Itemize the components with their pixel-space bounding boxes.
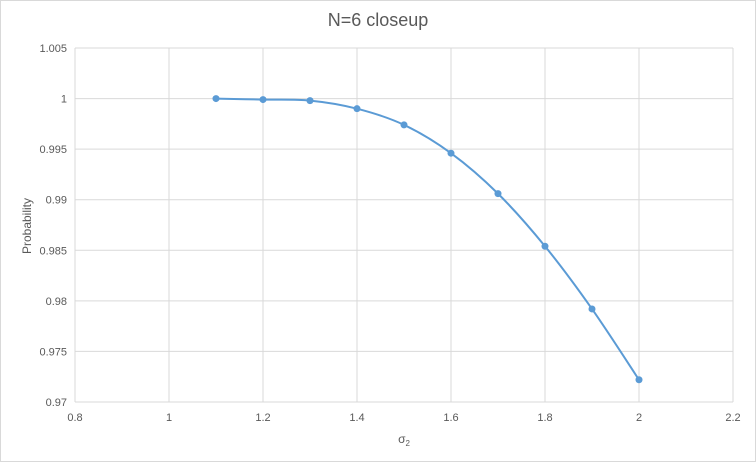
x-axis-title-symbol: σ	[398, 432, 406, 446]
x-tick-label: 1.2	[255, 412, 270, 424]
data-point	[541, 242, 549, 250]
x-tick-label: 1.8	[537, 412, 552, 424]
y-tick-labels: 0.97 0.975 0.98 0.985 0.99 0.995 1 1.005	[39, 43, 67, 409]
x-tick-label: 1.6	[443, 412, 458, 424]
data-point	[494, 190, 502, 198]
series-line	[215, 97, 640, 381]
y-tick-label: 0.975	[39, 346, 67, 358]
series-points	[212, 95, 643, 384]
data-point	[212, 95, 220, 103]
data-point	[259, 96, 267, 104]
x-tick-label: 2	[636, 412, 642, 424]
x-tick-labels: 0.8 1 1.2 1.4 1.6 1.8 2 2.2	[67, 412, 740, 424]
y-tick-label: 0.995	[39, 144, 67, 156]
data-point	[353, 105, 361, 113]
y-tick-label: 1.005	[39, 43, 67, 55]
gridlines	[74, 47, 734, 403]
data-point	[635, 376, 643, 384]
data-point	[447, 149, 455, 157]
x-tick-label: 0.8	[67, 412, 82, 424]
x-tick-label: 2.2	[725, 412, 740, 424]
y-tick-label: 1	[61, 94, 67, 106]
data-point	[306, 97, 314, 105]
y-tick-label: 0.98	[46, 296, 67, 308]
data-point	[400, 121, 408, 129]
chart-title: N=6 closeup	[327, 10, 429, 30]
y-axis-title: Probability	[20, 198, 34, 254]
y-tick-label: 0.97	[46, 397, 67, 409]
y-tick-label: 0.985	[39, 245, 67, 257]
x-axis-title: σ2	[398, 432, 410, 448]
x-tick-label: 1.4	[349, 412, 364, 424]
y-tick-label: 0.99	[46, 195, 67, 207]
x-tick-label: 1	[166, 412, 172, 424]
x-axis-title-subscript: 2	[405, 439, 410, 448]
data-point	[588, 305, 596, 313]
